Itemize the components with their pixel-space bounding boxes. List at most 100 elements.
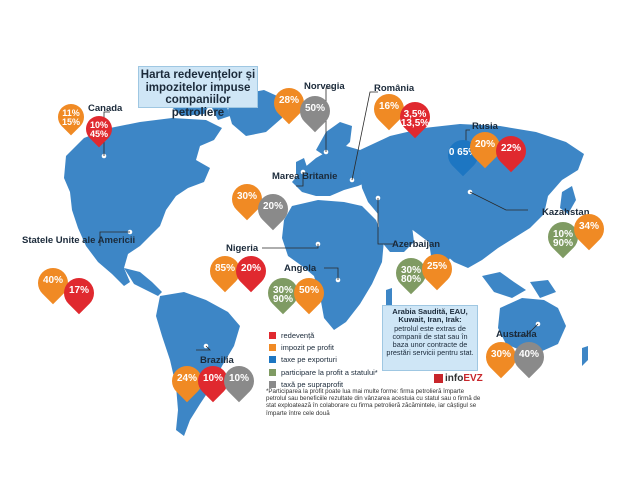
brazil-pin-3: 10% — [217, 359, 261, 404]
asia-landmass — [360, 124, 584, 268]
brazil-pin-1-text: 24% — [176, 373, 197, 384]
usa-pin-1: 40% — [31, 261, 75, 306]
brand-prefix: info — [445, 373, 464, 384]
azerbaijan-pin-1: 30% 80% — [389, 251, 433, 296]
romania-label: România — [374, 83, 415, 94]
norway-pin-2: 50% — [293, 89, 337, 134]
uk-pin-2-text: 20% — [262, 201, 283, 212]
new-zealand-landmass — [582, 346, 588, 366]
australia-pin-2: 40% — [507, 335, 551, 380]
kazakhstan-pin-2: 34% — [567, 207, 611, 252]
legend-swatch — [269, 344, 276, 352]
russia-pin-3: 22% — [489, 129, 533, 174]
legend-label: impozit pe profit — [281, 343, 334, 353]
russia-pin-1-text: 0 65% — [448, 147, 478, 158]
azerbaijan-pin-2: 25% — [415, 247, 459, 292]
russia-pin-2-text: 20% — [474, 139, 495, 150]
romania-pin-1-text: 16% — [378, 101, 399, 112]
nigeria-label: Nigeria — [226, 243, 259, 254]
canada-pin-1: 11% 15% — [52, 98, 90, 138]
brazil-pin-3-text: 10% — [228, 373, 249, 384]
legend-label: taxe pe exporturi — [281, 355, 337, 365]
nigeria-pin-2: 20% — [229, 249, 273, 294]
russia-pin-2: 20% — [463, 125, 507, 170]
azerbaijan-label: Azerbaijan — [392, 239, 441, 250]
usa-pin-1-text: 40% — [42, 275, 63, 286]
europe-landmass — [292, 146, 380, 196]
legend-label: taxă pe supraprofit — [281, 379, 344, 389]
map-title: Harta redevențelor și impozitelor impuse… — [138, 66, 258, 119]
legend-swatch — [269, 332, 276, 339]
legend-item: participare la profit a statului* — [269, 367, 389, 378]
note-box: Arabia Saudită, EAU, Kuwait, Iran, Irak:… — [382, 305, 478, 371]
nigeria-pin-2-text: 20% — [240, 263, 261, 274]
uk-label: Marea Britanie — [272, 171, 338, 182]
note-body: petrolul este extras de companii de stat… — [386, 323, 474, 358]
southeast-asia-islands — [482, 272, 556, 298]
azerbaijan-pin-2-text: 25% — [426, 261, 447, 272]
legend-label: participare la profit a statului* — [281, 367, 378, 377]
kazakhstan-pin-1: 10% 90% — [541, 215, 585, 260]
norway-pin-2-text: 50% — [304, 103, 325, 114]
canada-pin-2: 10% 45% — [80, 110, 118, 150]
angola-pin-1-text: 30% 90% — [272, 285, 293, 305]
kazakhstan-label: Kazahstan — [542, 207, 590, 218]
scandinavia-landmass — [316, 122, 352, 158]
legend-swatch — [269, 380, 276, 388]
russia-pin-3-text: 22% — [500, 143, 521, 154]
romania-pin-1: 16% — [367, 87, 411, 132]
nigeria-pin-1: 85% — [203, 249, 247, 294]
usa-label: Statele Unite ale Americii — [22, 235, 136, 246]
legend-item: taxe pe exporturi — [269, 354, 389, 365]
australia-landmass — [498, 298, 566, 352]
brazil-pin-2: 10% — [191, 359, 235, 404]
uk-pin-1: 30% — [225, 177, 269, 222]
legend-item: redevență — [269, 330, 389, 341]
legend-item: impozit pe profit — [269, 342, 389, 353]
australia-pin-1: 30% — [479, 335, 523, 380]
brand-icon — [434, 373, 443, 383]
madagascar-landmass — [386, 288, 392, 310]
brand-suffix: EVZ — [463, 373, 483, 384]
south-america-landmass — [156, 292, 240, 436]
norway-pin-1-text: 28% — [278, 95, 299, 106]
nigeria-pin-1-text: 85% — [214, 263, 235, 274]
legend-swatch — [269, 368, 276, 376]
central-america — [124, 268, 162, 296]
note-heading: Arabia Saudită, EAU, Kuwait, Iran, Irak: — [392, 307, 468, 325]
uk-pin-2: 20% — [251, 187, 295, 232]
canada-label: Canada — [88, 103, 123, 114]
angola-pin-2: 50% — [287, 271, 331, 316]
usa-pin-2: 17% — [57, 271, 101, 316]
australia-label: Australia — [496, 329, 537, 340]
azerbaijan-pin-1-text: 30% 80% — [400, 265, 421, 285]
kazakhstan-pin-2-text: 34% — [578, 221, 599, 232]
romania-pin-2-text: 3,5% 13,5% — [400, 109, 430, 129]
legend-item: taxă pe supraprofit — [269, 379, 389, 390]
north-america-landmass — [64, 118, 222, 286]
legend-label: redevență — [281, 331, 315, 340]
angola-pin-2-text: 50% — [298, 285, 319, 296]
canada-pin-2-text: 10% 45% — [89, 120, 108, 139]
kazakhstan-pin-1-text: 10% 90% — [552, 229, 573, 249]
angola-label: Angola — [284, 263, 317, 274]
japan-landmass — [560, 186, 576, 214]
africa-landmass — [282, 200, 384, 330]
australia-pin-2-text: 40% — [518, 349, 539, 360]
brazil-pin-1: 24% — [165, 359, 209, 404]
angola-pin-1: 30% 90% — [261, 271, 305, 316]
russia-label: Rusia — [472, 121, 498, 132]
romania-pin-2: 3,5% 13,5% — [393, 95, 437, 140]
brand-logo: infoEVZ — [434, 373, 483, 384]
norway-label: Norvegia — [304, 81, 345, 92]
brazil-label: Brazilia — [200, 355, 234, 366]
legend-swatch — [269, 356, 276, 364]
legend: redevență impozit pe profit taxe pe expo… — [269, 330, 389, 391]
australia-pin-1-text: 30% — [490, 349, 511, 360]
canada-pin-1-text: 11% 15% — [61, 108, 80, 127]
footnote: *Participarea la profit poate lua mai mu… — [266, 388, 481, 417]
arabia-landmass — [378, 214, 414, 252]
russia-pin-1: 0 65% — [441, 133, 485, 178]
